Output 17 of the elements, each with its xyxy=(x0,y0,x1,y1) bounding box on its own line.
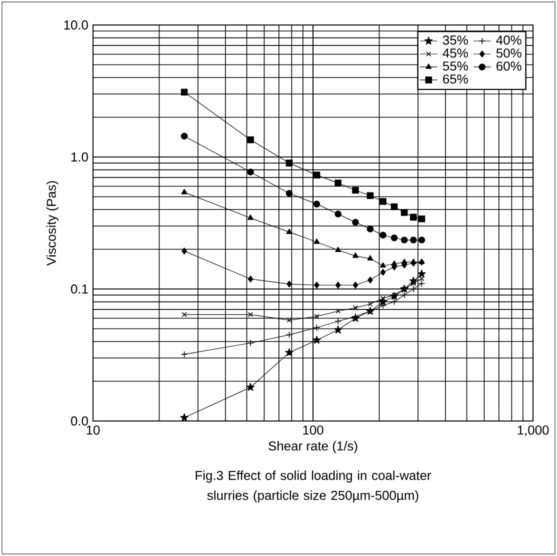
x-tick-label: 10 xyxy=(86,426,100,435)
legend-label: 50% xyxy=(496,48,522,58)
legend-label: 35% xyxy=(442,36,468,45)
legend-label: 65% xyxy=(443,74,468,84)
y-tick-label: 0.1 xyxy=(70,284,88,294)
x-tick-label: 100 xyxy=(303,426,324,435)
y-tick-label: 1.0 xyxy=(71,152,88,162)
caption: Fig.3 Effect of solid loading in coal-water slurries (particle size 250µm-500µm) xyxy=(196,470,432,503)
legend-label: 55% xyxy=(442,62,468,71)
legend-label: 60% xyxy=(496,61,522,71)
x-axis-title: Shear rate (1/s) xyxy=(268,441,358,454)
x-tick-label: 1,000 xyxy=(518,426,549,436)
y-axis-title: Viscosity (Pas) xyxy=(46,181,58,266)
legend-label: 40% xyxy=(496,36,522,45)
y-tick-label: 10.0 xyxy=(64,20,88,30)
y-tick-label: 0.0 xyxy=(70,416,88,426)
legend-label: 45% xyxy=(442,48,468,58)
